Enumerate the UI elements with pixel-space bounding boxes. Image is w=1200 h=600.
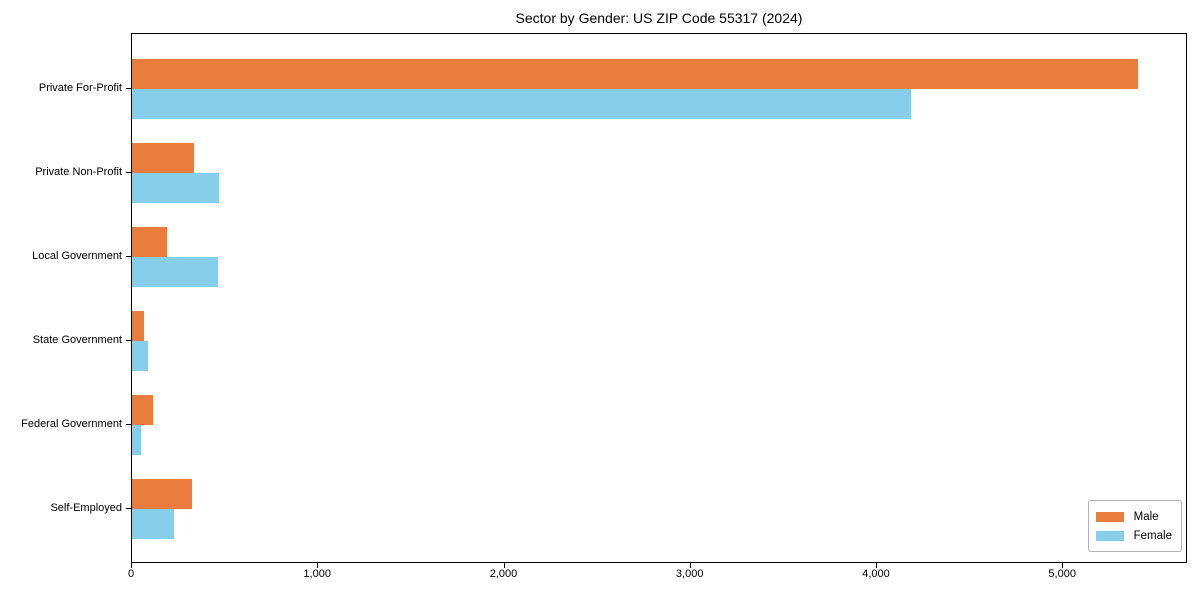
ytick-label-3: Local Government	[32, 250, 122, 263]
plot-area: Male Female	[131, 33, 1187, 563]
bar-male-1	[132, 59, 1138, 90]
xtick-mark-6	[1062, 563, 1064, 568]
ytick-label-4: State Government	[32, 334, 122, 347]
ytick-mark-3	[126, 256, 131, 258]
bar-male-2	[132, 143, 194, 174]
ytick-label-2: Private Non-Profit	[35, 166, 122, 179]
xtick-mark-5	[876, 563, 877, 568]
xtick-mark-1	[131, 563, 132, 568]
chart-title: Sector by Gender: US ZIP Code 55317 (202…	[515, 10, 803, 26]
legend-label-female: Female	[1133, 529, 1172, 542]
xtick-mark-4	[689, 563, 691, 568]
legend-item-male: Male	[1095, 507, 1172, 526]
xtick-label-5: 4,000	[862, 568, 890, 580]
ytick-label-1: Private For-Profit	[38, 82, 122, 95]
xtick-label-4: 3,000	[675, 568, 704, 580]
bar-female-4	[132, 341, 148, 372]
bar-female-2	[132, 173, 219, 204]
male-swatch-icon	[1095, 511, 1124, 522]
bar-male-3	[132, 227, 168, 258]
legend-label-male: Male	[1133, 510, 1159, 523]
xtick-label-1: 0	[127, 568, 135, 580]
ytick-mark-4	[126, 340, 131, 342]
xtick-label-2: 1,000	[303, 568, 331, 580]
bar-female-3	[132, 257, 218, 288]
ytick-mark-1	[126, 88, 131, 90]
legend: Male Female	[1087, 500, 1182, 552]
female-swatch-icon	[1095, 530, 1124, 541]
xtick-mark-3	[503, 563, 505, 568]
xtick-label-3: 2,000	[489, 568, 518, 580]
bar-female-5	[132, 425, 142, 456]
ytick-mark-5	[126, 424, 131, 426]
xtick-label-6: 5,000	[1048, 568, 1076, 580]
bar-male-4	[132, 311, 144, 342]
ytick-mark-2	[126, 172, 131, 174]
bar-male-5	[132, 395, 153, 426]
ytick-label-5: Federal Government	[21, 418, 122, 431]
ytick-label-6: Self-Employed	[50, 502, 122, 515]
bar-female-6	[132, 509, 174, 540]
xtick-mark-2	[317, 563, 319, 568]
bar-female-1	[132, 89, 911, 120]
ytick-mark-6	[126, 508, 131, 510]
bar-male-6	[132, 479, 192, 510]
legend-item-female: Female	[1095, 526, 1172, 545]
